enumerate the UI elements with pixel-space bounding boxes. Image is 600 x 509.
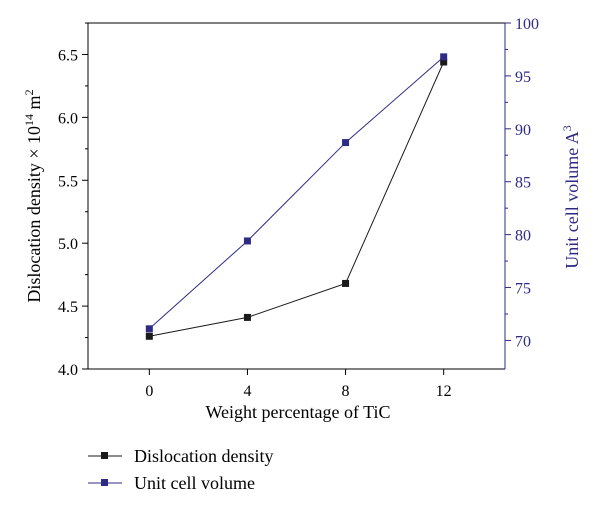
left-tick-label-0: 4.0 (58, 362, 78, 379)
series-line-unit-cell-volume (148, 56, 445, 330)
right-tick-label-2: 80 (515, 228, 531, 245)
point-unit-cell-volume-2 (342, 139, 350, 147)
right-tick-label-1: 75 (515, 281, 531, 298)
legend-item-unit-cell-volume: Unit cell volume (88, 473, 255, 493)
point-dislocation-density-2 (342, 279, 350, 287)
right-axis-title-sup: 3 (560, 125, 574, 131)
right-tick-label-3: 85 (515, 175, 531, 192)
left-tick-label-4: 6.0 (58, 110, 78, 127)
left-tick-label-1: 4.5 (58, 299, 78, 316)
point-dislocation-density-3 (440, 58, 448, 66)
x-tick-label-1: 4 (243, 383, 251, 400)
right-axis-title: Unit cell volume A3 (560, 125, 582, 268)
left-axis-title-unit: m (24, 95, 44, 114)
point-dislocation-density-0 (145, 332, 153, 340)
series-line-dislocation-density (149, 61, 445, 337)
left-tick-label-5: 6.5 (58, 47, 78, 64)
x-tick-label-3: 12 (436, 383, 452, 400)
legend-marker-unit-cell-volume (101, 479, 108, 486)
point-unit-cell-volume-0 (145, 325, 153, 333)
point-unit-cell-volume-3 (440, 53, 448, 61)
legend-label-unit-cell-volume: Unit cell volume (134, 473, 255, 493)
left-axis-title-sup2: 2 (22, 89, 36, 95)
left-tick-label-2: 5.0 (58, 236, 78, 253)
x-axis-title: Weight percentage of TiC (205, 402, 390, 422)
legend: Dislocation density Unit cell volume (88, 446, 273, 493)
right-tick-label-5: 95 (515, 69, 531, 86)
x-tick-label-0: 0 (145, 383, 153, 400)
left-tick-label-3: 5.5 (58, 173, 78, 190)
left-axis-title: Dislocation density × 1014 m2 (22, 89, 44, 302)
left-axis-title-sup1: 14 (22, 114, 36, 126)
x-tick-label-2: 8 (342, 383, 350, 400)
right-tick-label-6: 100 (515, 16, 539, 33)
legend-label-dislocation-density: Dislocation density (134, 446, 273, 466)
right-axis-title-main: Unit cell volume A (562, 131, 582, 268)
point-dislocation-density-1 (243, 313, 251, 321)
right-tick-label-4: 90 (515, 122, 531, 139)
right-tick-label-0: 70 (515, 333, 531, 350)
legend-marker-dislocation-density (101, 452, 108, 459)
point-unit-cell-volume-1 (243, 237, 251, 245)
legend-item-dislocation-density: Dislocation density (88, 446, 273, 466)
left-axis-title-main: Dislocation density × 10 (24, 126, 44, 303)
